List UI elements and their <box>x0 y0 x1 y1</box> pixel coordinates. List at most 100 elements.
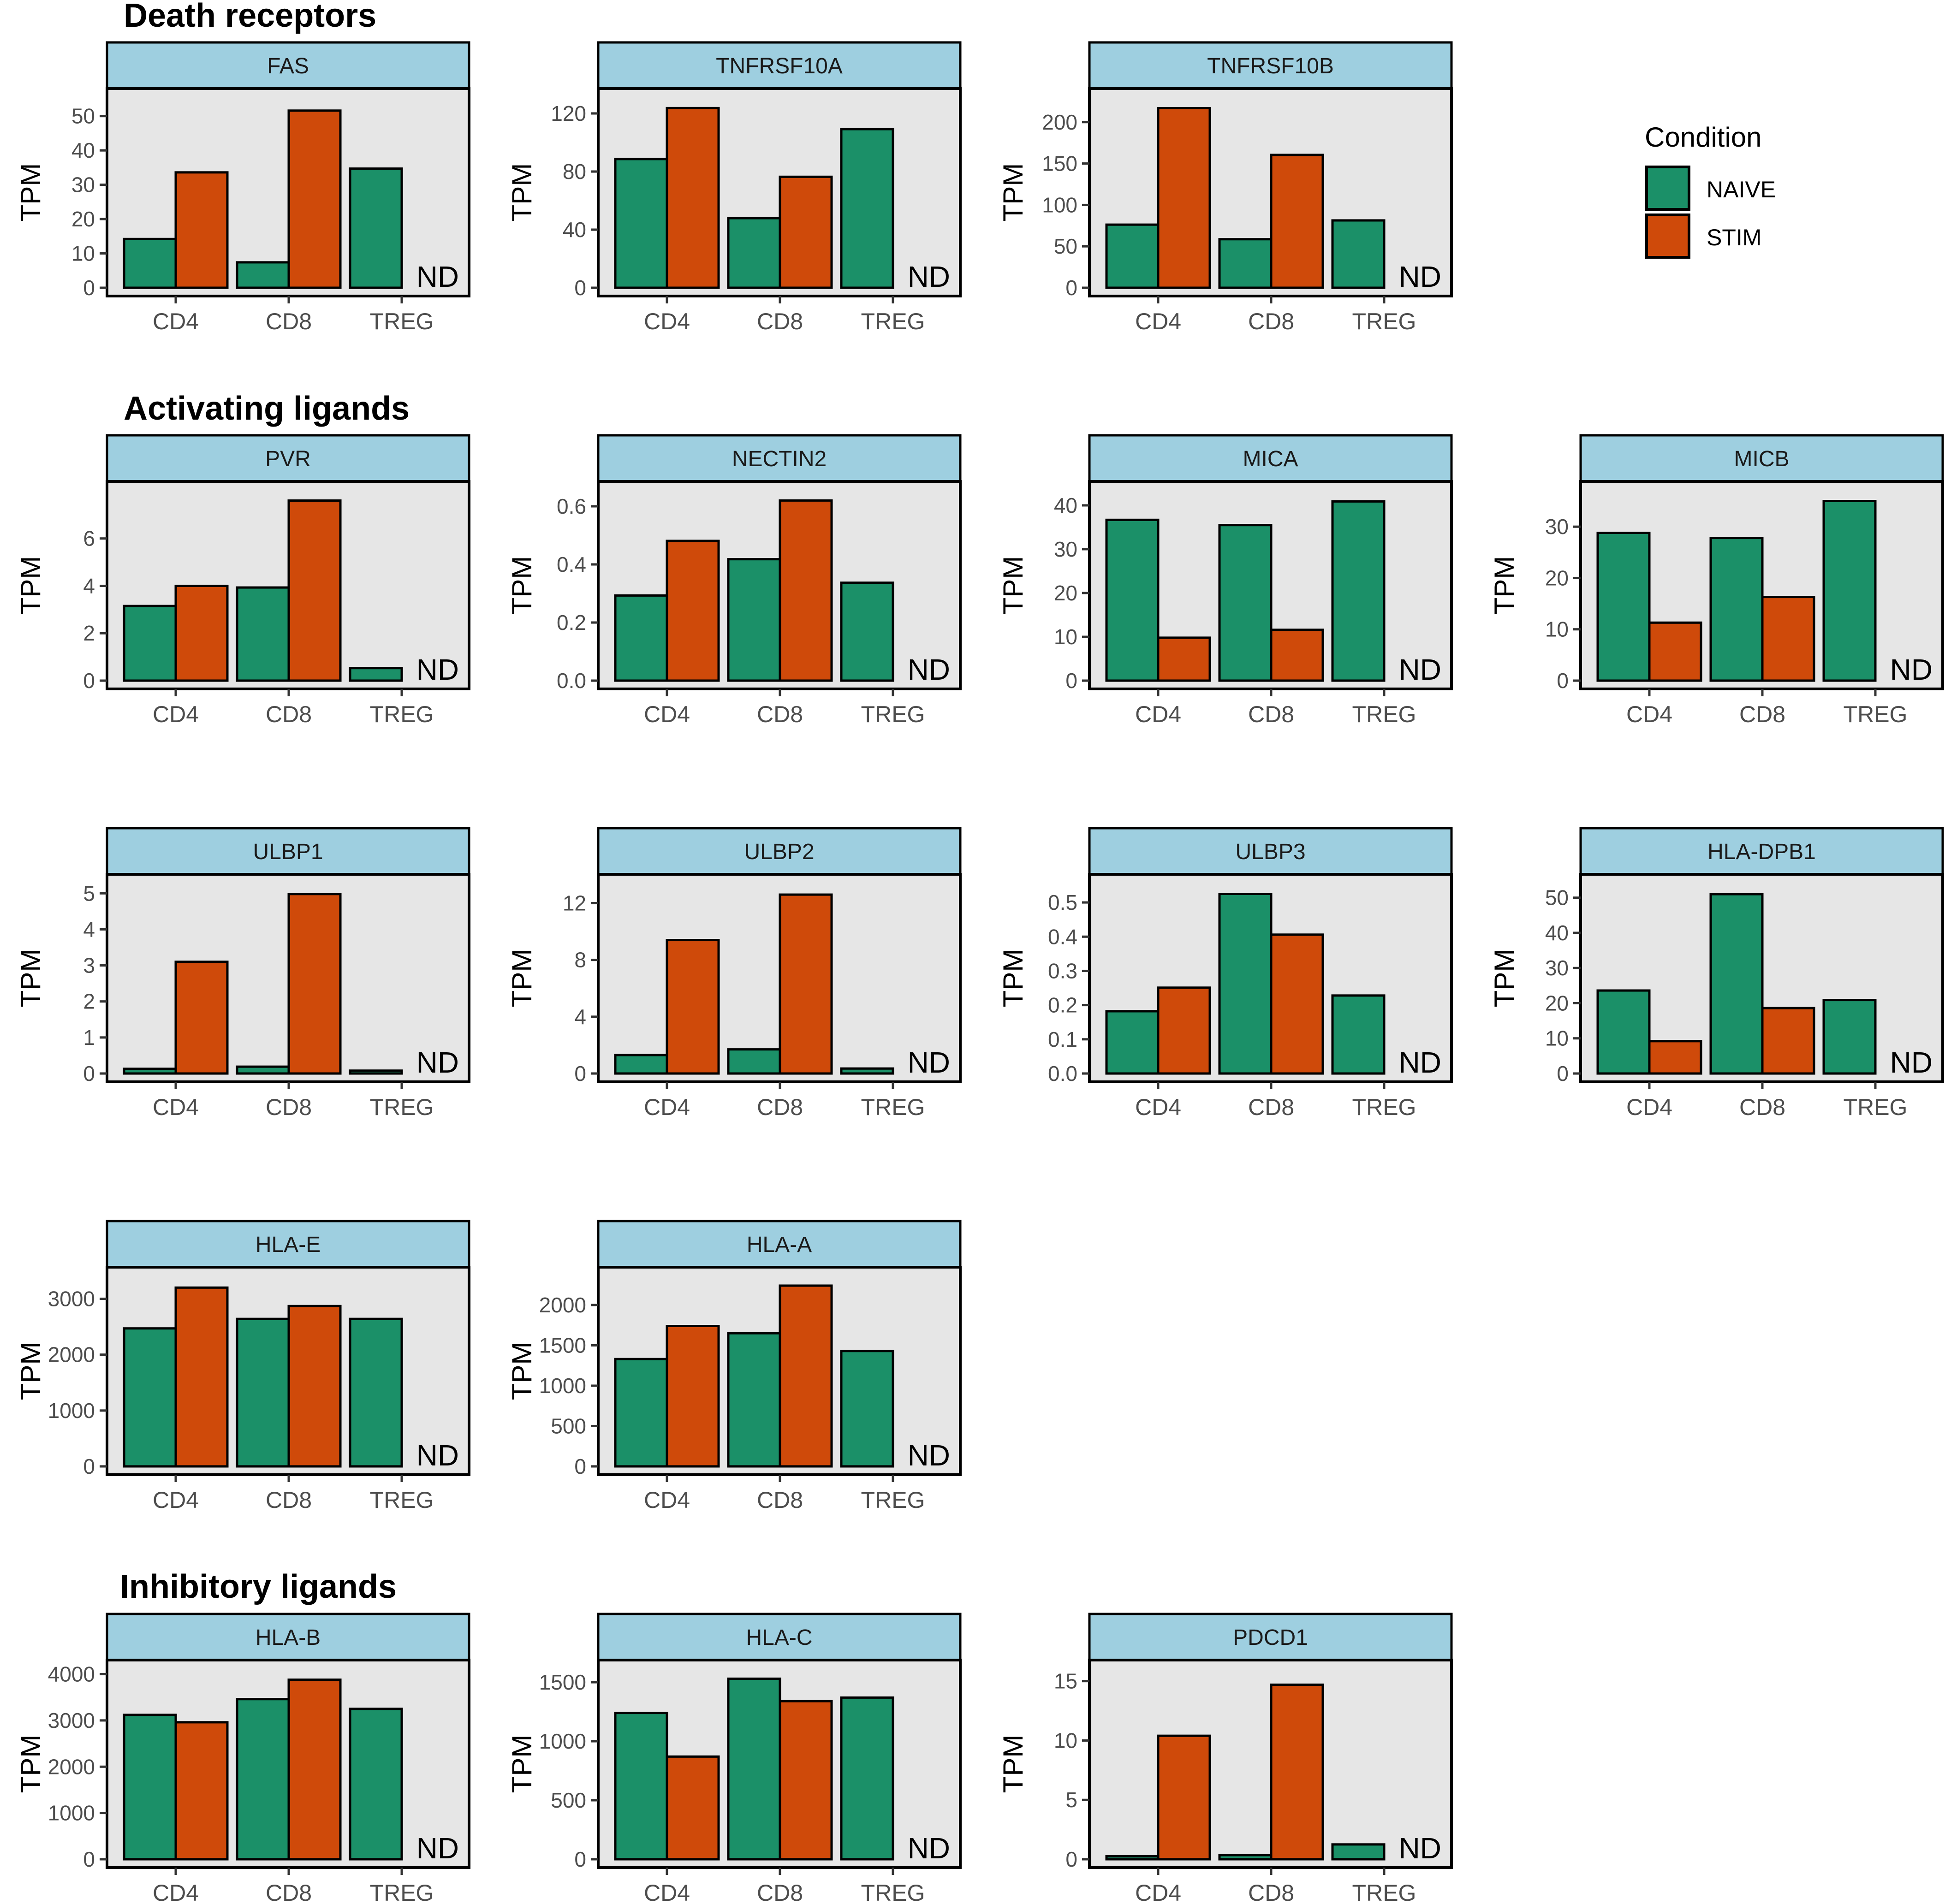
y-tick-label-tnfrsf10b-0: 0 <box>1065 276 1077 300</box>
strip-title-ulbp2: ULBP2 <box>744 840 814 864</box>
bar-ulbp2-cd4-naive <box>614 1054 668 1075</box>
section-title-inhibitory-ligands: Inhibitory ligands <box>120 1568 397 1605</box>
x-tick-label-fas-treg: TREG <box>370 308 434 334</box>
bar-hla-a-treg-naive <box>840 1350 894 1468</box>
strip-pvr <box>106 434 470 483</box>
y-axis-title-hla-c: TPM <box>506 1735 537 1793</box>
y-axis-title-nectin2: TPM <box>506 556 537 615</box>
x-tick-label-hla-b-cd4: CD4 <box>153 1880 199 1904</box>
strip-ulbp1 <box>106 827 470 876</box>
bar-hla-c-cd8-naive <box>727 1677 781 1861</box>
panel-tnfrsf10b: TNFRSF10B 0 50 100 150 200 TPM CD4 CD8 TREG ND <box>998 41 1453 334</box>
bar-hla-a-cd4-naive <box>614 1358 668 1468</box>
y-tick-label-hla-a-2: 1000 <box>539 1374 586 1398</box>
y-tick-label-ulbp1-5: 5 <box>83 881 95 905</box>
x-tick-label-pdcd1-treg: TREG <box>1352 1880 1416 1904</box>
bar-ulbp3-cd4-naive <box>1105 1010 1160 1075</box>
strip-title-hla-b: HLA-B <box>256 1625 321 1650</box>
y-tick-label-ulbp1-3: 3 <box>83 954 95 978</box>
y-tick-label-mica-2: 20 <box>1054 581 1077 605</box>
strip-hla-e <box>106 1220 470 1269</box>
y-tick-label-pdcd1-2: 10 <box>1054 1728 1077 1752</box>
bar-hla-dpb1-cd8-naive <box>1709 893 1764 1075</box>
strip-tnfrsf10b <box>1088 41 1453 90</box>
x-tick-label-nectin2-cd8: CD8 <box>757 701 803 727</box>
x-tick-label-mica-treg: TREG <box>1352 701 1416 727</box>
bar-micb-cd8-naive <box>1709 537 1764 682</box>
bar-pvr-cd8-naive <box>236 586 290 682</box>
bar-hla-b-cd8-stim <box>287 1679 342 1861</box>
y-tick-label-hla-e-2: 2000 <box>48 1343 95 1367</box>
bar-fas-cd8-stim <box>287 109 342 289</box>
strip-title-nectin2: NECTIN2 <box>732 447 827 471</box>
nd-label-hla-b: ND <box>416 1832 459 1865</box>
x-tick-label-mica-cd8: CD8 <box>1248 701 1294 727</box>
bar-nectin2-cd4-stim <box>666 540 720 682</box>
x-tick-label-hla-e-cd8: CD8 <box>266 1487 312 1513</box>
nd-label-hla-c: ND <box>908 1832 950 1865</box>
y-axis-title-ulbp1: TPM <box>15 949 46 1008</box>
y-tick-label-hla-a-3: 1500 <box>539 1334 586 1358</box>
bar-hla-b-cd4-stim <box>174 1721 229 1861</box>
x-tick-label-hla-e-treg: TREG <box>370 1487 434 1513</box>
y-tick-label-ulbp3-1: 0.1 <box>1048 1027 1077 1051</box>
bar-hla-dpb1-cd4-stim <box>1648 1040 1702 1075</box>
bar-ulbp2-cd8-naive <box>727 1048 781 1075</box>
y-tick-label-hla-c-1: 500 <box>551 1788 586 1812</box>
x-tick-label-tnfrsf10b-treg: TREG <box>1352 308 1416 334</box>
strip-title-mica: MICA <box>1243 447 1298 471</box>
nd-label-hla-e: ND <box>416 1439 459 1472</box>
y-tick-label-tnfrsf10a-0: 0 <box>574 276 586 300</box>
panel-hla-b: HLA-B 0 1000 2000 3000 4000 TPM CD4 CD8 TREG ND <box>15 1613 470 1904</box>
bar-tnfrsf10a-cd4-naive <box>614 158 668 289</box>
strip-title-hla-c: HLA-C <box>746 1625 812 1650</box>
strip-fas <box>106 41 470 90</box>
x-tick-label-pvr-cd4: CD4 <box>153 701 199 727</box>
y-tick-label-ulbp3-5: 0.5 <box>1048 890 1077 914</box>
y-tick-label-fas-5: 50 <box>71 104 95 128</box>
bar-ulbp2-cd8-stim <box>779 893 833 1075</box>
nd-label-hla-dpb1: ND <box>1890 1046 1933 1079</box>
x-tick-label-pvr-cd8: CD8 <box>266 701 312 727</box>
y-tick-label-hla-a-4: 2000 <box>539 1293 586 1317</box>
y-tick-label-hla-a-1: 500 <box>551 1414 586 1438</box>
strip-title-pdcd1: PDCD1 <box>1233 1625 1308 1650</box>
bar-hla-a-cd8-stim <box>779 1284 833 1468</box>
y-tick-label-tnfrsf10b-3: 150 <box>1042 152 1077 176</box>
y-tick-label-mica-3: 30 <box>1054 537 1077 561</box>
y-tick-label-ulbp1-0: 0 <box>83 1062 95 1085</box>
x-tick-label-pdcd1-cd8: CD8 <box>1248 1880 1294 1904</box>
bar-micb-cd4-naive <box>1596 532 1651 682</box>
y-tick-label-tnfrsf10a-3: 120 <box>551 101 586 125</box>
panel-ulbp2: ULBP2 0 4 8 12 TPM CD4 CD8 TREG ND <box>506 827 962 1120</box>
y-tick-label-mica-1: 10 <box>1054 625 1077 649</box>
x-tick-label-hla-e-cd4: CD4 <box>153 1487 199 1513</box>
bar-pdcd1-cd8-naive <box>1218 1854 1273 1861</box>
y-tick-label-ulbp3-4: 0.4 <box>1048 925 1077 949</box>
y-axis-title-hla-e: TPM <box>15 1342 46 1400</box>
bar-pdcd1-cd8-stim <box>1270 1683 1324 1861</box>
bar-tnfrsf10b-cd4-naive <box>1105 223 1160 289</box>
y-axis-title-fas: TPM <box>15 163 46 222</box>
x-tick-label-pvr-treg: TREG <box>370 701 434 727</box>
panel-ulbp1: ULBP1 0 1 2 3 4 5 TPM CD4 CD8 TREG ND <box>15 827 470 1120</box>
y-tick-label-ulbp3-2: 0.2 <box>1048 993 1077 1017</box>
bar-ulbp3-cd8-naive <box>1218 893 1273 1075</box>
x-tick-label-tnfrsf10b-cd8: CD8 <box>1248 308 1294 334</box>
strip-title-hla-e: HLA-E <box>256 1233 321 1257</box>
y-tick-label-hla-b-0: 0 <box>83 1847 95 1871</box>
bar-ulbp1-cd8-naive <box>236 1065 290 1075</box>
x-tick-label-hla-dpb1-cd4: CD4 <box>1626 1094 1672 1120</box>
legend-key-stim <box>1645 214 1690 259</box>
y-axis-title-hla-a: TPM <box>506 1342 537 1400</box>
x-tick-label-hla-dpb1-cd8: CD8 <box>1739 1094 1785 1120</box>
bar-pdcd1-treg-naive <box>1331 1843 1386 1861</box>
panel-micb: MICB 0 10 20 30 TPM CD4 CD8 TREG ND <box>1489 434 1944 727</box>
legend-key-naive <box>1645 166 1690 211</box>
y-axis-title-ulbp3: TPM <box>998 949 1029 1008</box>
bar-hla-e-cd4-naive <box>123 1327 177 1468</box>
bar-hla-e-cd8-stim <box>287 1305 342 1468</box>
bar-pvr-treg-naive <box>349 667 403 682</box>
